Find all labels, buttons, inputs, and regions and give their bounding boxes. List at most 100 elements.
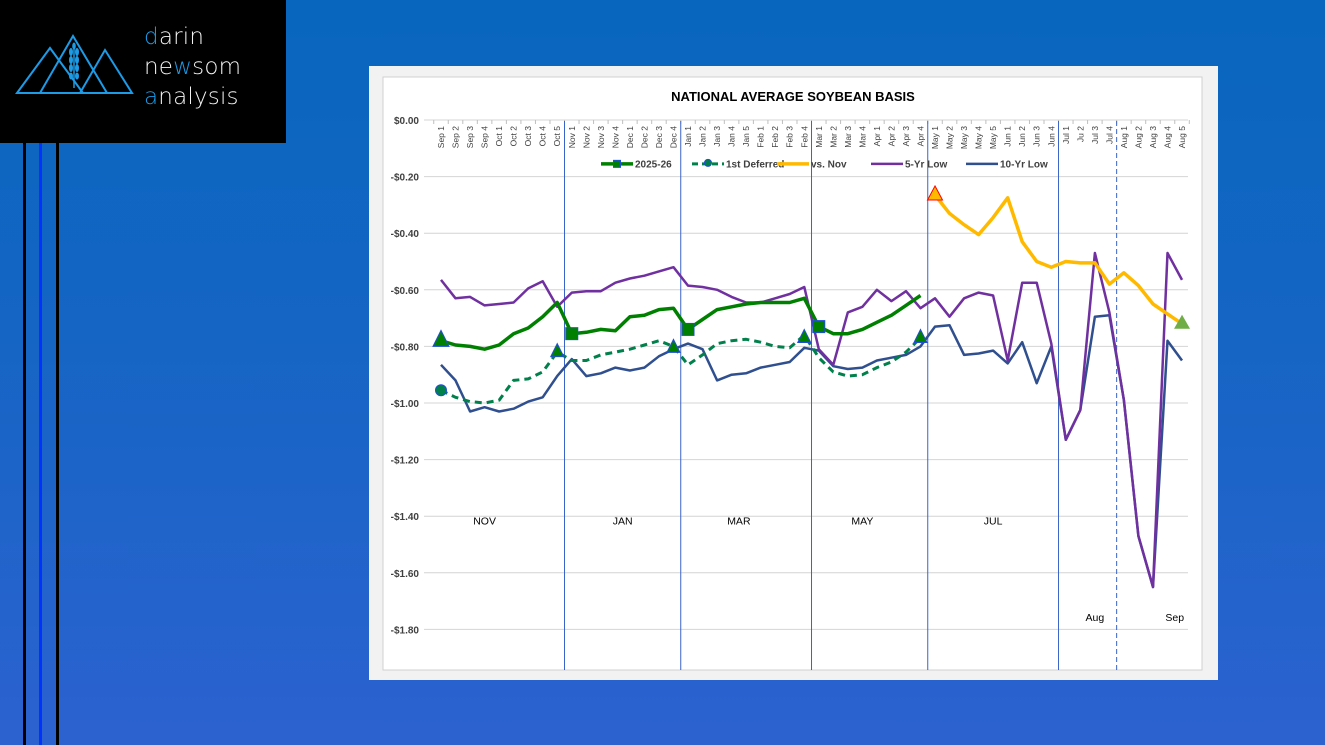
- x-tick-label: Mar 1: [814, 126, 824, 148]
- logo-line-newsom: newsom: [144, 54, 242, 80]
- y-tick-label: $0.00: [394, 116, 419, 127]
- x-tick-label: Ju 2: [1075, 126, 1085, 142]
- x-tick-label: Nov 1: [567, 126, 577, 148]
- series-line-vs-nov: [933, 193, 1183, 326]
- y-tick-label: -$1.80: [391, 625, 420, 636]
- x-tick-label: Oct 1: [494, 126, 504, 147]
- x-tick-label: Sep 4: [480, 126, 490, 148]
- decorative-bar-black-left: [23, 143, 26, 745]
- x-tick-label: Jun 1: [1003, 126, 1013, 147]
- y-tick-label: -$0.20: [391, 173, 420, 184]
- month-annotation: Sep: [1165, 612, 1184, 624]
- x-tick-label: Dec 3: [654, 126, 664, 148]
- x-tick-label: Sep 2: [451, 126, 461, 148]
- x-tick-label: Feb 3: [785, 126, 795, 148]
- x-tick-label: Mar 4: [857, 126, 867, 148]
- series-line-1st-deferred: [440, 333, 922, 405]
- x-tick-label: Aug 3: [1148, 126, 1158, 148]
- x-tick-label: Feb 1: [756, 126, 766, 148]
- x-tick-label: Nov 4: [610, 126, 620, 148]
- month-annotation: MAY: [851, 516, 873, 528]
- chart-title: NATIONAL AVERAGE SOYBEAN BASIS: [671, 89, 915, 104]
- triangle-marker: [666, 338, 681, 353]
- x-tick-label: Oct 5: [552, 126, 562, 147]
- chart-panel: NATIONAL AVERAGE SOYBEAN BASIS $0.00 -$0.…: [369, 66, 1218, 680]
- x-tick-label: Jan 5: [741, 126, 751, 147]
- x-tick-label: Jan 4: [727, 126, 737, 147]
- plot-area: [382, 76, 1203, 671]
- triangle-marker: [549, 342, 565, 358]
- triangle-marker-orange: [926, 184, 944, 201]
- y-tick-label: -$0.60: [391, 286, 420, 297]
- triangle-marker: [432, 329, 450, 347]
- x-tick-label: May 1: [930, 126, 940, 149]
- x-tick-label: Dec 2: [639, 126, 649, 148]
- x-tick-label: May 4: [974, 126, 984, 149]
- x-tick-label: Jan 1: [683, 126, 693, 147]
- legend-label: 10-Yr Low: [1000, 159, 1048, 170]
- decorative-bar-blue: [39, 143, 42, 745]
- month-annotation: NOV: [473, 516, 496, 528]
- circle-marker: [435, 384, 447, 397]
- x-tick-label: Apr 4: [915, 126, 925, 147]
- y-tick-label: -$1.60: [391, 569, 420, 580]
- x-tick-label: Oct 2: [509, 126, 519, 147]
- x-tick-label: Oct 3: [523, 126, 533, 147]
- x-tick-label: Apr 1: [872, 126, 882, 147]
- x-tick-label: Nov 3: [596, 126, 606, 148]
- series-line-5-yr-low: [440, 251, 1184, 589]
- x-tick-label: Jul 1: [1061, 126, 1071, 144]
- x-tick-label: May 5: [988, 126, 998, 149]
- x-tick-label: Jan 3: [712, 126, 722, 147]
- legend-label: 5-Yr Low: [905, 159, 947, 170]
- x-tick-label: Mar 3: [843, 126, 853, 148]
- x-tick-label: Jul 3: [1090, 126, 1100, 144]
- legend-circle-icon: [704, 158, 712, 167]
- soybean-basis-chart: NATIONAL AVERAGE SOYBEAN BASIS $0.00 -$0.…: [382, 76, 1203, 671]
- x-tick-label: May 2: [945, 126, 955, 149]
- square-marker: [681, 322, 695, 336]
- legend-label: 2025-26: [635, 159, 672, 170]
- x-tick-label: Jan 2: [698, 126, 708, 147]
- square-marker: [812, 320, 826, 334]
- y-tick-label: -$1.00: [391, 399, 420, 410]
- y-tick-label: -$0.40: [391, 229, 420, 240]
- series-line-2025-26: [440, 294, 922, 351]
- triangle-marker-lightgreen: [1174, 314, 1191, 329]
- logo-wordmark: darin newsom analysis: [144, 22, 241, 112]
- x-tick-label: Feb 4: [799, 126, 809, 148]
- x-tick-label: Dec 1: [625, 126, 635, 148]
- x-tick-label: Mar 2: [828, 126, 838, 148]
- logo-panel: darin newsom analysis: [0, 0, 286, 143]
- square-marker: [565, 327, 579, 341]
- x-tick-label: Sep 1: [436, 126, 446, 148]
- x-tick-label: Apr 2: [886, 126, 896, 147]
- x-tick-label: Aug 5: [1177, 126, 1187, 148]
- month-annotation: MAR: [727, 516, 751, 528]
- legend-label: vs. Nov: [811, 159, 847, 170]
- decorative-bar-black-right: [56, 143, 59, 745]
- x-tick-label: Jun 4: [1046, 126, 1056, 147]
- x-tick-label: May 3: [959, 126, 969, 149]
- x-tick-label: Jun 2: [1017, 126, 1027, 147]
- logo-line-darin: darin: [144, 24, 205, 50]
- y-tick-label: -$0.80: [391, 342, 420, 353]
- x-tick-label: Apr 3: [901, 126, 911, 147]
- x-tick-label: Aug 2: [1133, 126, 1143, 148]
- month-annotation: JAN: [613, 516, 633, 528]
- x-tick-label: Dec 4: [668, 126, 678, 148]
- x-tick-label: Sep 3: [465, 126, 475, 148]
- x-tick-label: Feb 2: [770, 126, 780, 148]
- mountain-wheat-logo-icon: [15, 34, 134, 94]
- triangle-marker: [913, 328, 928, 343]
- x-tick-label: Aug 1: [1119, 126, 1129, 148]
- month-annotation: JUL: [984, 516, 1003, 528]
- x-tick-label: Oct 4: [538, 126, 548, 147]
- x-tick-label: Nov 2: [581, 126, 591, 148]
- y-tick-label: -$1.20: [391, 456, 420, 467]
- x-tick-label: Jun 3: [1032, 126, 1042, 147]
- legend-label: 1st Deferred: [726, 159, 784, 170]
- triangle-marker: [796, 328, 812, 343]
- x-tick-label: Aug 4: [1163, 126, 1173, 148]
- logo-line-analysis: analysis: [144, 84, 239, 110]
